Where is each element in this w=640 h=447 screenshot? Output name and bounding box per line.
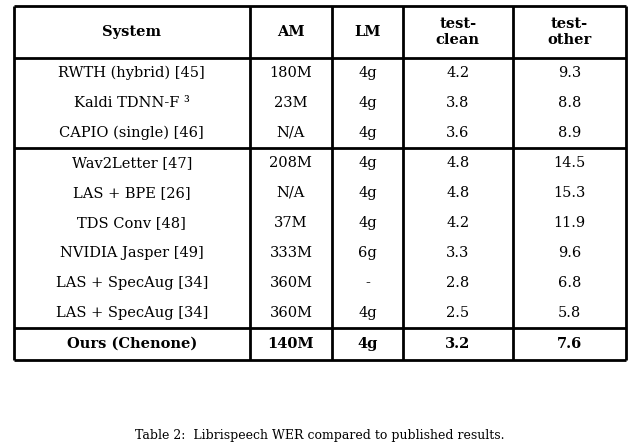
Text: Ours (Chenone): Ours (Chenone) — [67, 337, 197, 351]
Text: Wav2Letter [47]: Wav2Letter [47] — [72, 156, 192, 170]
Text: N/A: N/A — [276, 126, 305, 140]
Text: 4g: 4g — [358, 66, 377, 80]
Text: 4g: 4g — [358, 186, 377, 200]
Text: LM: LM — [354, 25, 381, 39]
Text: System: System — [102, 25, 161, 39]
Text: 4g: 4g — [358, 156, 377, 170]
Text: LAS + SpecAug [34]: LAS + SpecAug [34] — [56, 276, 208, 290]
Text: TDS Conv [48]: TDS Conv [48] — [77, 216, 186, 230]
Text: AM: AM — [277, 25, 305, 39]
Text: Table 2:  Librispeech WER compared to published results.: Table 2: Librispeech WER compared to pub… — [135, 429, 505, 442]
Text: 37M: 37M — [274, 216, 308, 230]
Text: 4.2: 4.2 — [446, 66, 469, 80]
Text: 23M: 23M — [274, 96, 308, 110]
Text: 208M: 208M — [269, 156, 312, 170]
Text: 11.9: 11.9 — [554, 216, 586, 230]
Text: 15.3: 15.3 — [553, 186, 586, 200]
Text: 360M: 360M — [269, 276, 312, 290]
Text: 9.6: 9.6 — [558, 246, 581, 260]
Text: 6.8: 6.8 — [557, 276, 581, 290]
Text: 4g: 4g — [358, 216, 377, 230]
Text: 7.6: 7.6 — [557, 337, 582, 351]
Text: test-
other: test- other — [547, 17, 591, 47]
Text: 360M: 360M — [269, 306, 312, 320]
Text: 8.9: 8.9 — [558, 126, 581, 140]
Text: 6g: 6g — [358, 246, 377, 260]
Text: Kaldi TDNN-F ³: Kaldi TDNN-F ³ — [74, 96, 189, 110]
Text: 4g: 4g — [357, 337, 378, 351]
Text: 333M: 333M — [269, 246, 312, 260]
Text: 4.2: 4.2 — [446, 216, 469, 230]
Text: 4g: 4g — [358, 96, 377, 110]
Text: 3.3: 3.3 — [446, 246, 469, 260]
Text: CAPIO (single) [46]: CAPIO (single) [46] — [60, 126, 204, 140]
Text: 3.2: 3.2 — [445, 337, 470, 351]
Text: 9.3: 9.3 — [558, 66, 581, 80]
Text: test-
clean: test- clean — [436, 17, 480, 47]
Text: 5.8: 5.8 — [558, 306, 581, 320]
Text: 3.8: 3.8 — [446, 96, 469, 110]
Text: LAS + SpecAug [34]: LAS + SpecAug [34] — [56, 306, 208, 320]
Text: 2.8: 2.8 — [446, 276, 469, 290]
Text: LAS + BPE [26]: LAS + BPE [26] — [73, 186, 191, 200]
Text: RWTH (hybrid) [45]: RWTH (hybrid) [45] — [58, 66, 205, 80]
Text: 2.5: 2.5 — [446, 306, 469, 320]
Text: NVIDIA Jasper [49]: NVIDIA Jasper [49] — [60, 246, 204, 260]
Text: 140M: 140M — [268, 337, 314, 351]
Text: 180M: 180M — [269, 66, 312, 80]
Text: 4.8: 4.8 — [446, 156, 469, 170]
Text: 14.5: 14.5 — [553, 156, 586, 170]
Text: 8.8: 8.8 — [557, 96, 581, 110]
Text: -: - — [365, 276, 370, 290]
Text: N/A: N/A — [276, 186, 305, 200]
Text: 4g: 4g — [358, 306, 377, 320]
Text: 3.6: 3.6 — [446, 126, 469, 140]
Text: 4.8: 4.8 — [446, 186, 469, 200]
Text: 4g: 4g — [358, 126, 377, 140]
